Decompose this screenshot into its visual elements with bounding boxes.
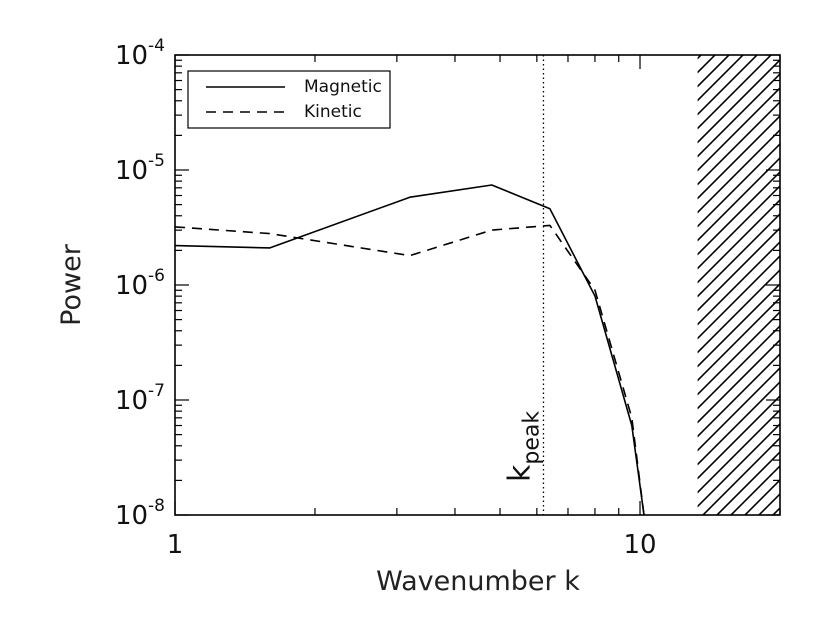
- kpeak-label: kpeak: [502, 411, 544, 482]
- y-tick-label: 10-7: [115, 381, 165, 416]
- series-line-magnetic: [175, 184, 645, 515]
- legend: Magnetic Kinetic: [187, 70, 391, 129]
- y-tick-label: 10-6: [115, 266, 165, 301]
- y-axis-label: Power: [56, 243, 87, 326]
- y-tick-label: 10-8: [115, 496, 165, 531]
- x-tick-label: 10: [623, 530, 656, 560]
- y-tick-label: 10-4: [115, 36, 165, 71]
- legend-box: [187, 70, 391, 129]
- y-tick-label: 10-5: [115, 151, 165, 186]
- x-axis-label: Wavenumber k: [376, 566, 580, 597]
- series-line-kinetic: [175, 224, 645, 515]
- x-tick-label: 1: [167, 530, 184, 560]
- legend-label-kinetic: Kinetic: [304, 102, 362, 122]
- legend-label-magnetic: Magnetic: [304, 77, 382, 97]
